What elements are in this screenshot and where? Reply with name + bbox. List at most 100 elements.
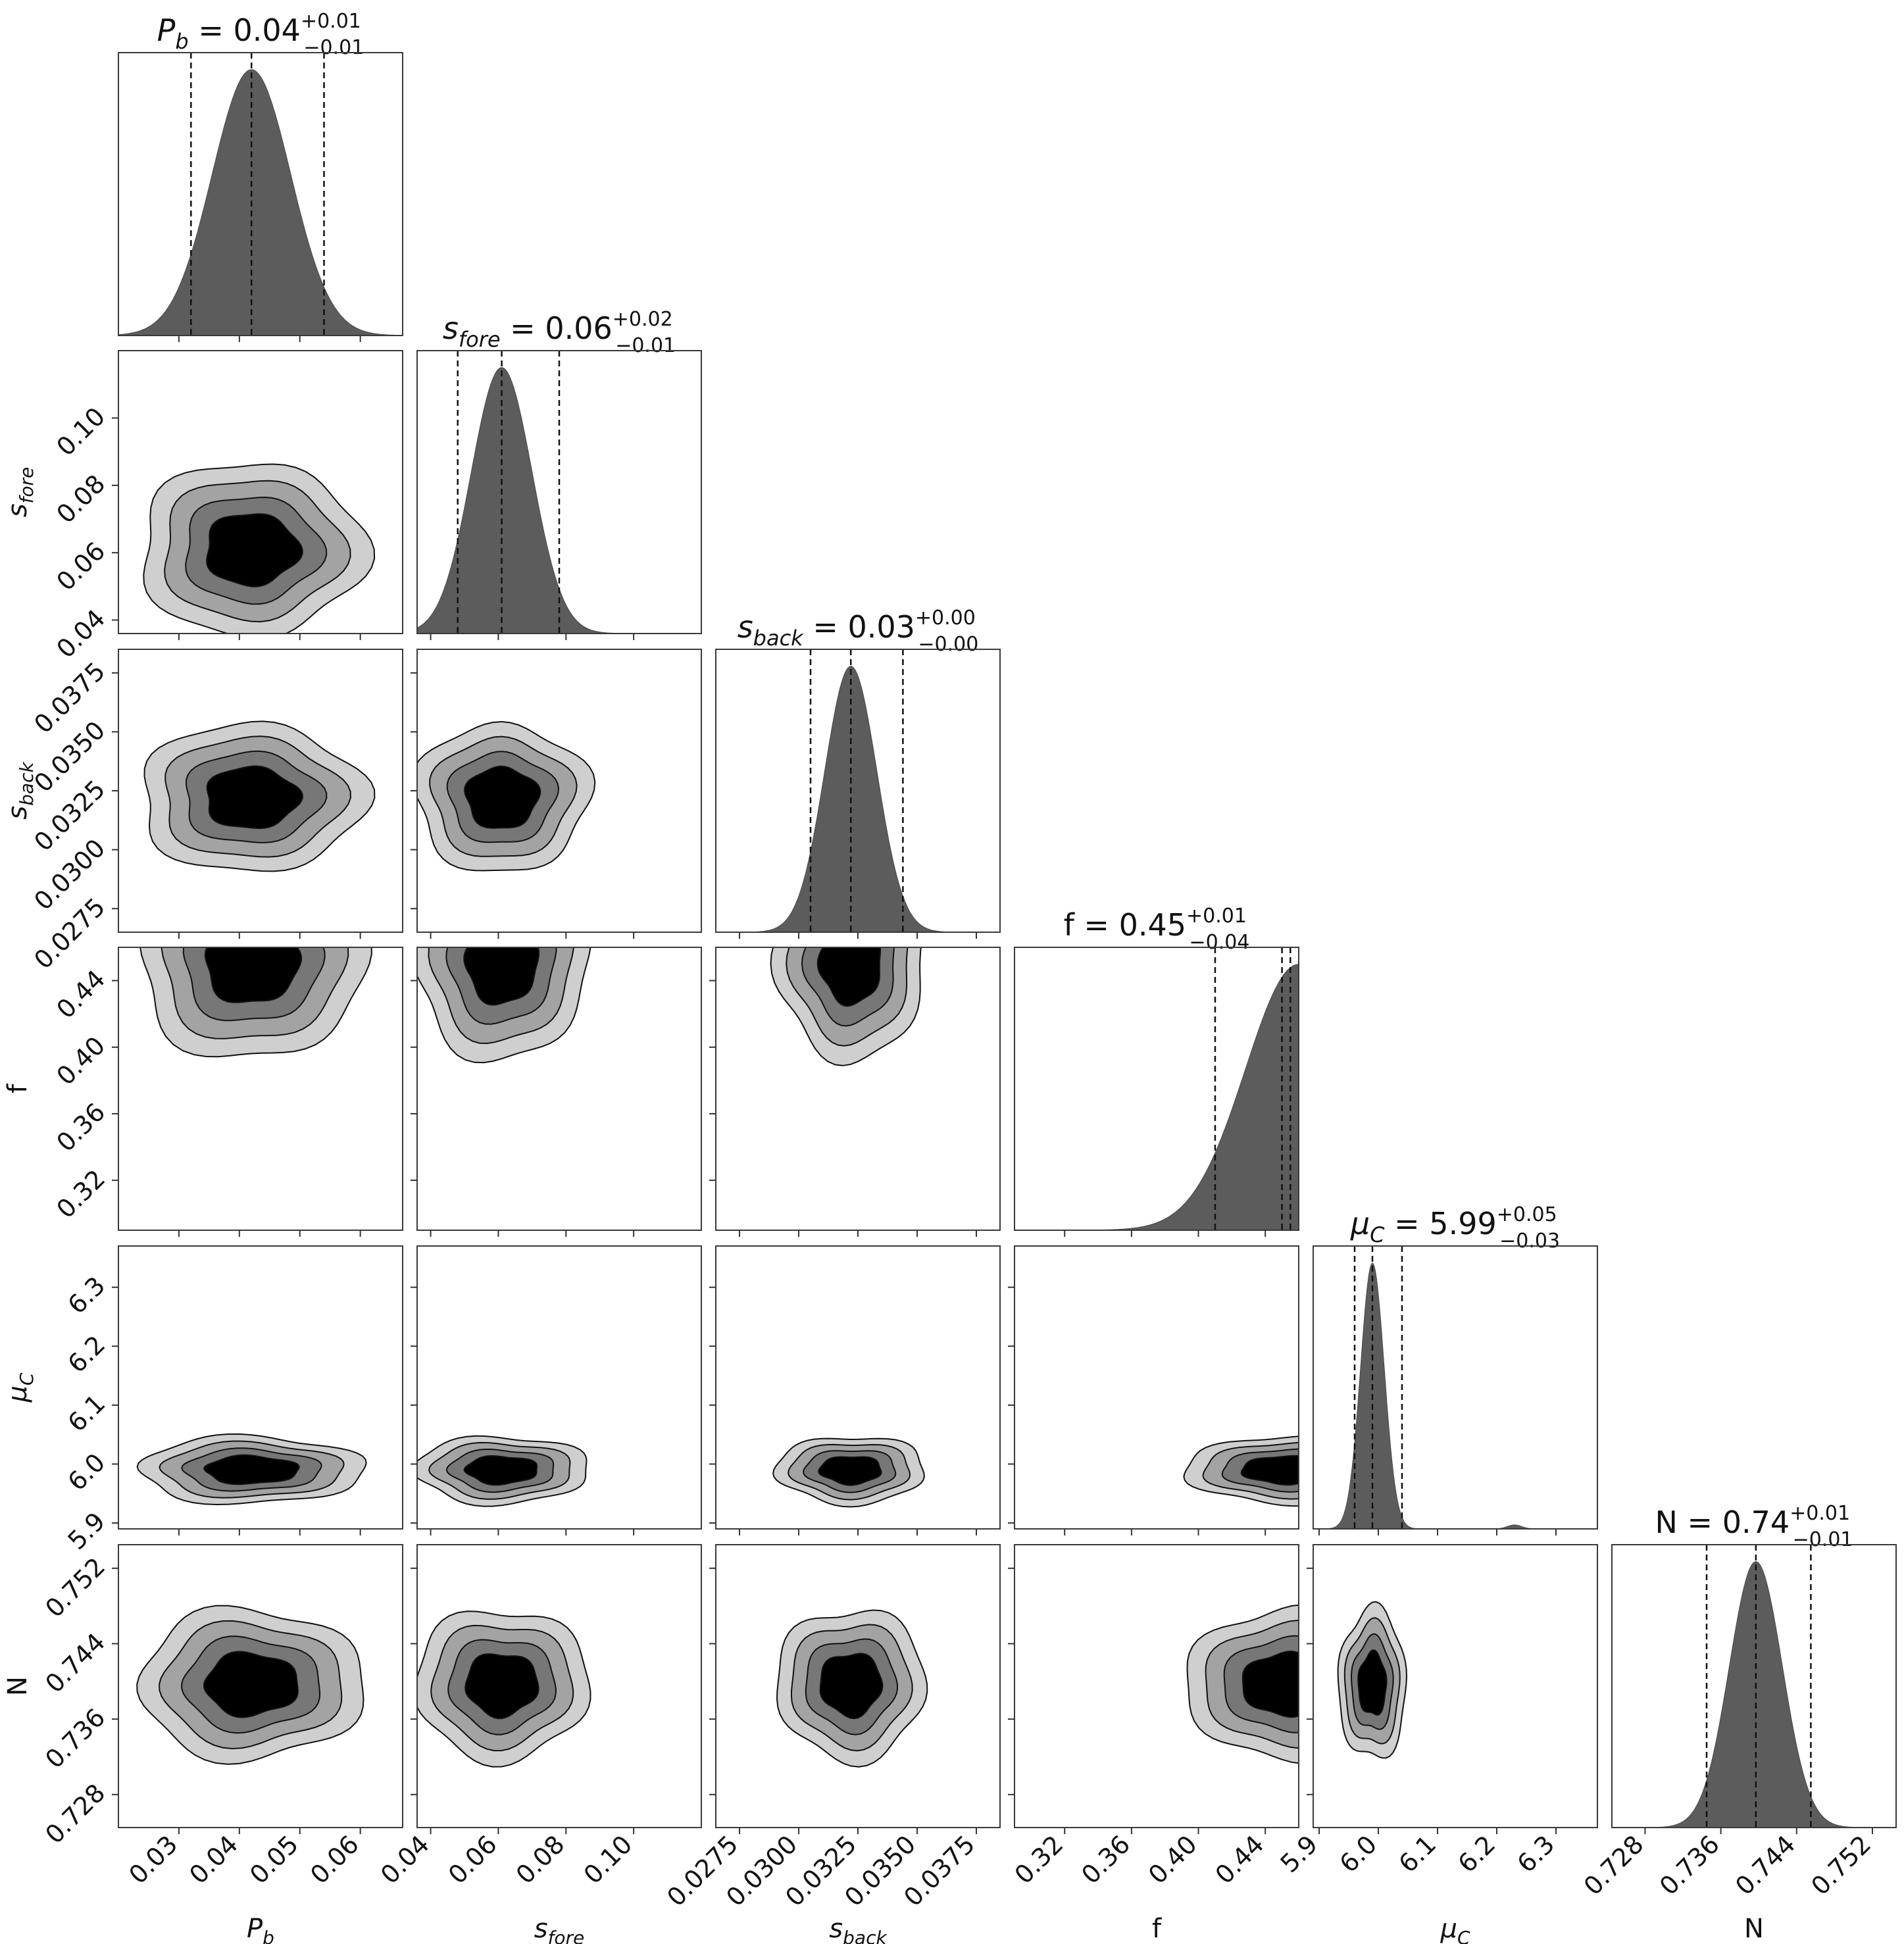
x-tick-label-muC: 6.1 — [1393, 1830, 1442, 1878]
contour-4-Pb-sback — [206, 765, 303, 830]
x-tick-label-Pb: 0.03 — [123, 1830, 183, 1889]
panel-sback-f — [709, 947, 1001, 1237]
y-tick-label-muC: 6.1 — [63, 1389, 111, 1437]
y-tick-label-sfore: 0.04 — [51, 604, 111, 664]
contour-4-sfore-muC — [463, 1455, 538, 1486]
x-tick-label-N: 0.736 — [1654, 1830, 1725, 1901]
y-tick-label-f: 0.44 — [51, 964, 111, 1024]
contour-4-Pb-muC — [203, 1454, 300, 1485]
contour-4-sfore-N — [464, 1653, 539, 1720]
panel-muC-N: 5.9 6.0 6.1 6.2 6.3 — [1275, 1544, 1598, 1878]
y-tick-label-muC: 6.3 — [63, 1271, 111, 1320]
panel-frame — [118, 1245, 403, 1530]
panel-frame — [118, 1544, 403, 1828]
panel-sfore-N: 0.04 0.06 0.08 0.10 — [375, 1544, 702, 1889]
y-tick-label-f: 0.36 — [51, 1097, 111, 1157]
x-tick-label-sfore: 0.04 — [375, 1830, 435, 1889]
histogram-f — [1015, 964, 1299, 1230]
x-tick-label-muC: 6.3 — [1512, 1830, 1561, 1878]
contour-4-Pb-f — [204, 947, 303, 1003]
histogram-Pb — [118, 69, 403, 336]
panel-sfore-muC — [411, 1245, 702, 1535]
y-tick-label-muC: 6.0 — [63, 1448, 111, 1497]
y-tick-label-sfore: 0.06 — [51, 536, 111, 596]
x-tick-label-f: 0.32 — [1009, 1830, 1069, 1889]
y-tick-label-N: 0.736 — [39, 1703, 111, 1774]
panel-f-muC — [1008, 1245, 1299, 1535]
panel-f-N: 0.32 0.36 0.40 0.44 — [1008, 1544, 1299, 1889]
y-tick-label-sfore: 0.10 — [51, 402, 111, 462]
y-tick-label-f: 0.40 — [51, 1031, 111, 1091]
x-tick-label-sfore: 0.08 — [511, 1830, 570, 1889]
y-tick-label-N: 0.744 — [39, 1628, 111, 1699]
x-axis-label-f: f — [1152, 1914, 1162, 1944]
panel-sfore-sback — [411, 649, 702, 939]
x-tick-label-Pb: 0.06 — [305, 1830, 364, 1889]
panel-frame — [416, 1544, 702, 1828]
panel-Pb-sfore: 0.04 0.06 0.08 0.10 — [51, 350, 403, 664]
x-tick-label-f: 0.44 — [1210, 1830, 1270, 1889]
contour-4-sback-muC — [818, 1456, 882, 1486]
panel-frame — [416, 947, 702, 1231]
title-sback: sback = 0.03+0.00 −0.00 — [738, 607, 979, 656]
y-tick-label-muC: 5.9 — [63, 1507, 111, 1555]
contour-4-sfore-f — [463, 947, 540, 1006]
contour-4-sback-N — [819, 1653, 884, 1720]
contour-4-muC-N — [1357, 1649, 1388, 1716]
panel-frame — [1611, 1544, 1897, 1828]
y-tick-label-muC: 6.2 — [63, 1330, 111, 1379]
y-axis-label-muC: μC — [3, 1372, 38, 1403]
contour-4-sback-f — [816, 947, 882, 1007]
y-tick-label-sfore: 0.08 — [51, 469, 111, 529]
x-tick-label-muC: 5.9 — [1275, 1830, 1324, 1878]
title-sfore: sfore = 0.06+0.02 −0.01 — [443, 308, 676, 357]
y-tick-label-N: 0.728 — [39, 1778, 111, 1849]
y-axis-label-f: f — [3, 1084, 33, 1093]
y-tick-label-f: 0.32 — [51, 1164, 111, 1224]
panel-frame — [118, 947, 403, 1231]
contour-4-f-muC — [1240, 1455, 1299, 1486]
contour-4-sfore-sback — [464, 765, 541, 829]
y-axis-label-N: N — [3, 1676, 33, 1696]
panel-frame — [118, 52, 403, 336]
panel-frame — [416, 1245, 702, 1530]
contour-4-Pb-sfore — [206, 513, 303, 587]
panel-sback-sback: sback = 0.03+0.00 −0.00 — [715, 607, 1001, 939]
panel-frame — [1014, 947, 1299, 1231]
panel-frame — [1014, 1544, 1299, 1828]
panel-Pb-muC: 5.9 6.0 6.1 6.2 6.3 — [63, 1245, 403, 1555]
panel-N-N: N = 0.74+0.01 −0.01 0.728 0.736 0.744 0.752 — [1578, 1502, 1897, 1901]
panel-f-f: f = 0.45+0.01 −0.04 — [1014, 905, 1299, 1237]
y-tick-label-N: 0.752 — [39, 1552, 111, 1623]
y-axis-label-sfore: sfore — [3, 467, 38, 518]
panel-Pb-Pb: Pb = 0.04+0.01 −0.01 — [118, 10, 403, 342]
histogram-muC — [1313, 1262, 1597, 1529]
panel-frame — [1014, 1245, 1299, 1530]
x-axis-label-N: N — [1744, 1914, 1764, 1944]
x-axis-label-sfore: sfore — [534, 1914, 585, 1944]
panel-frame — [1313, 1245, 1598, 1530]
x-tick-label-f: 0.36 — [1076, 1830, 1136, 1889]
contour-4-f-N — [1241, 1650, 1299, 1718]
title-f: f = 0.45+0.01 −0.04 — [1064, 905, 1250, 954]
panel-muC-muC: μC = 5.99+0.05 −0.03 — [1313, 1203, 1598, 1535]
histogram-sback — [716, 666, 1000, 932]
x-tick-label-sfore: 0.06 — [443, 1830, 503, 1889]
x-tick-label-muC: 6.0 — [1334, 1830, 1383, 1878]
title-Pb: Pb = 0.04+0.01 −0.01 — [157, 10, 364, 59]
x-tick-label-muC: 6.2 — [1453, 1830, 1501, 1878]
histogram-N — [1612, 1561, 1896, 1828]
x-tick-label-N: 0.744 — [1730, 1830, 1801, 1901]
panel-Pb-f: 0.32 0.360.40 0.44 — [51, 947, 403, 1237]
x-axis-label-Pb: Pb — [247, 1914, 274, 1944]
x-tick-label-sfore: 0.10 — [578, 1830, 638, 1889]
panel-frame — [1313, 1544, 1598, 1828]
x-tick-label-Pb: 0.04 — [184, 1830, 243, 1889]
panel-frame — [118, 350, 403, 634]
y-axis-label-sback: sback — [3, 761, 38, 820]
contour-4-Pb-N — [203, 1651, 299, 1718]
panel-sback-muC — [709, 1245, 1001, 1535]
